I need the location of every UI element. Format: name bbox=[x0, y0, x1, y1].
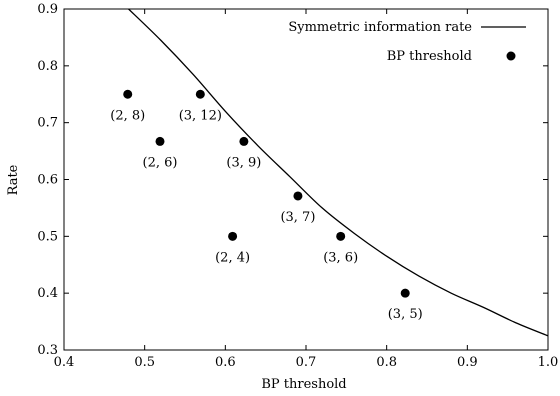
data-point bbox=[239, 136, 249, 146]
x-tick-label: 0.7 bbox=[296, 355, 317, 370]
data-point-label: (3, 7) bbox=[280, 210, 315, 225]
legend-label-line: Symmetric information rate bbox=[288, 20, 472, 35]
data-point-label: (3, 9) bbox=[226, 155, 261, 170]
legend-point-swatch bbox=[506, 51, 516, 61]
x-tick-label: 0.4 bbox=[54, 355, 75, 370]
data-point-label: (2, 4) bbox=[215, 250, 250, 265]
data-point-label: (3, 12) bbox=[179, 108, 222, 123]
data-point-label: (3, 5) bbox=[388, 307, 423, 322]
series-line-symmetric-information-rate bbox=[128, 9, 548, 337]
y-tick-label: 0.9 bbox=[37, 2, 58, 17]
y-tick-label: 0.6 bbox=[37, 173, 58, 188]
data-point-label: (2, 8) bbox=[110, 108, 145, 123]
y-tick-label: 0.3 bbox=[37, 343, 58, 358]
x-axis-label: BP threshold bbox=[261, 377, 346, 392]
data-point bbox=[336, 231, 346, 241]
x-tick-label: 1.0 bbox=[538, 355, 559, 370]
x-tick-label: 0.5 bbox=[134, 355, 155, 370]
plot-frame bbox=[63, 8, 549, 351]
y-tick-label: 0.7 bbox=[37, 116, 58, 131]
y-tick-label: 0.4 bbox=[37, 286, 58, 301]
data-point bbox=[155, 136, 165, 146]
data-point-label: (2, 6) bbox=[143, 155, 178, 170]
x-tick-label: 0.6 bbox=[215, 355, 236, 370]
data-point bbox=[400, 288, 410, 298]
y-tick-label: 0.5 bbox=[37, 229, 58, 244]
data-point bbox=[195, 89, 205, 99]
data-point bbox=[293, 191, 303, 201]
data-point bbox=[228, 231, 238, 241]
x-tick-label: 0.8 bbox=[376, 355, 397, 370]
legend-label-points: BP threshold bbox=[387, 49, 472, 64]
y-axis-label: Rate bbox=[6, 164, 21, 195]
data-point bbox=[123, 89, 133, 99]
x-tick-label: 0.9 bbox=[457, 355, 478, 370]
y-tick-label: 0.8 bbox=[37, 59, 58, 74]
data-point-label: (3, 6) bbox=[323, 250, 358, 265]
